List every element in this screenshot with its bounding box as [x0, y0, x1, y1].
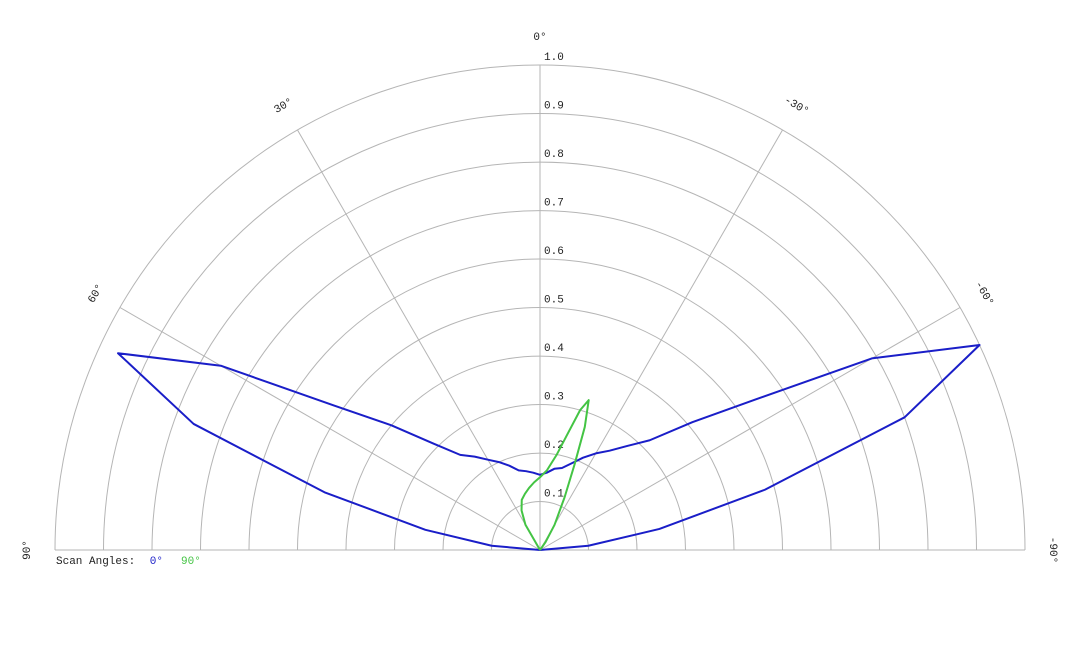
- angle-label: 90°: [22, 540, 34, 560]
- r-tick-label: 0.9: [544, 101, 564, 113]
- angle-label: -30°: [782, 95, 811, 119]
- r-tick-label: 0.6: [544, 246, 564, 258]
- legend-title: Scan Angles:: [56, 556, 135, 568]
- r-tick-label: 1.0: [544, 52, 564, 64]
- angle-label: -90°: [1046, 537, 1058, 563]
- legend-entry: 90°: [181, 556, 201, 568]
- grid-spoke: [539, 307, 961, 551]
- r-tick-label: 0.1: [544, 489, 564, 501]
- series-line: [117, 344, 981, 551]
- angle-label: 30°: [272, 96, 295, 116]
- r-tick-label: 0.7: [544, 198, 564, 210]
- grid-spoke: [539, 129, 783, 551]
- grid-spoke: [297, 129, 541, 551]
- angle-label: 0°: [533, 32, 546, 44]
- r-tick-label: 0.3: [544, 392, 564, 404]
- angle-label: -60°: [972, 280, 996, 309]
- r-tick-label: 0.8: [544, 149, 564, 161]
- series-line: [520, 399, 590, 551]
- angle-label: 60°: [86, 282, 106, 305]
- r-tick-label: 0.5: [544, 295, 564, 307]
- legend-entry: 0°: [150, 556, 163, 568]
- grid-spoke: [119, 307, 541, 551]
- r-tick-label: 0.4: [544, 343, 564, 355]
